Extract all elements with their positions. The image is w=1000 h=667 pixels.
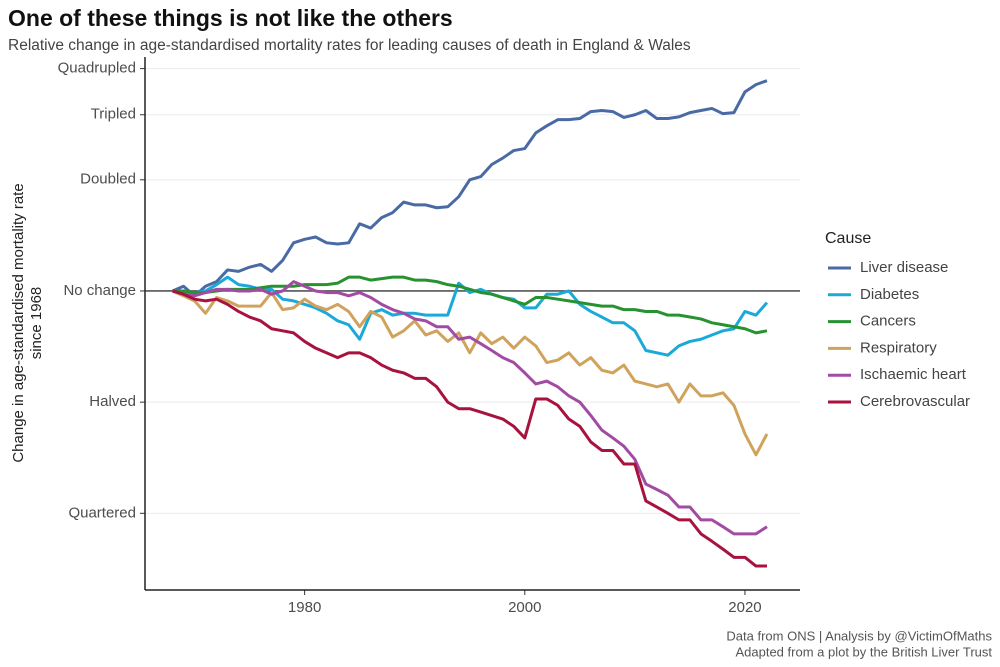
y-axis-title-line: since 1968 (28, 287, 45, 360)
y-tick-label: Halved (89, 393, 136, 410)
legend-label: Cancers (860, 313, 916, 330)
legend-label: Ischaemic heart (860, 366, 967, 383)
y-tick-label: Quadrupled (58, 60, 136, 77)
legend-label: Respiratory (860, 339, 937, 356)
caption: Adapted from a plot by the British Liver… (735, 644, 992, 659)
y-tick-label: Doubled (80, 171, 136, 188)
legend-label: Diabetes (860, 286, 919, 303)
legend-label: Liver disease (860, 259, 948, 276)
legend-title: Cause (825, 230, 871, 247)
caption: Data from ONS | Analysis by @VictimOfMat… (726, 628, 992, 643)
legend-label: Cerebrovascular (860, 393, 970, 410)
series-line (172, 289, 767, 568)
x-tick-label: 2020 (728, 599, 761, 616)
y-tick-label: Tripled (91, 106, 136, 123)
x-tick-label: 2000 (508, 599, 541, 616)
x-tick-label: 1980 (288, 599, 321, 616)
series-line (172, 275, 768, 335)
series-line (172, 280, 768, 536)
y-tick-label: No change (63, 282, 136, 299)
y-axis-title-line: Change in age-standardised mortality rat… (10, 183, 27, 462)
chart-subtitle: Relative change in age-standardised mort… (8, 37, 691, 54)
y-axis-title: Change in age-standardised mortality rat… (10, 183, 45, 462)
y-tick-label: Quartered (68, 504, 136, 521)
chart-title: One of these things is not like the othe… (8, 5, 453, 31)
series-line (172, 275, 769, 357)
series-line (171, 79, 768, 298)
